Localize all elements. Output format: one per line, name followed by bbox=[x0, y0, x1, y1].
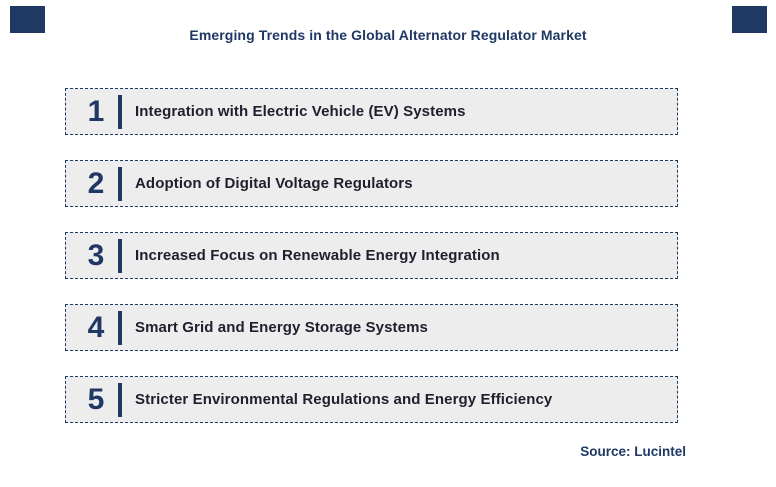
trend-list: 1 Integration with Electric Vehicle (EV)… bbox=[65, 88, 678, 448]
trend-number: 4 bbox=[87, 310, 105, 344]
trend-label: Adoption of Digital Voltage Regulators bbox=[135, 175, 413, 192]
trend-label: Stricter Environmental Regulations and E… bbox=[135, 391, 553, 408]
trend-number: 3 bbox=[87, 238, 105, 272]
trend-item-4: 4 Smart Grid and Energy Storage Systems bbox=[65, 304, 678, 351]
trend-item-3: 3 Increased Focus on Renewable Energy In… bbox=[65, 232, 678, 279]
trend-number: 1 bbox=[87, 94, 105, 128]
trend-number: 2 bbox=[87, 166, 105, 200]
trend-label: Increased Focus on Renewable Energy Inte… bbox=[135, 247, 500, 264]
source-credit: Source: Lucintel bbox=[580, 444, 686, 459]
divider-bar bbox=[118, 238, 122, 273]
divider-bar bbox=[118, 166, 122, 201]
divider-bar bbox=[118, 310, 122, 345]
trend-item-2: 2 Adoption of Digital Voltage Regulators bbox=[65, 160, 678, 207]
corner-decoration-top-left bbox=[10, 6, 45, 33]
corner-decoration-top-right bbox=[732, 6, 767, 33]
trend-item-5: 5 Stricter Environmental Regulations and… bbox=[65, 376, 678, 423]
trend-label: Integration with Electric Vehicle (EV) S… bbox=[135, 103, 466, 120]
page-title: Emerging Trends in the Global Alternator… bbox=[189, 27, 587, 43]
trend-label: Smart Grid and Energy Storage Systems bbox=[135, 319, 428, 336]
trend-number: 5 bbox=[87, 382, 105, 416]
divider-bar bbox=[118, 382, 122, 417]
divider-bar bbox=[118, 94, 122, 129]
trend-item-1: 1 Integration with Electric Vehicle (EV)… bbox=[65, 88, 678, 135]
